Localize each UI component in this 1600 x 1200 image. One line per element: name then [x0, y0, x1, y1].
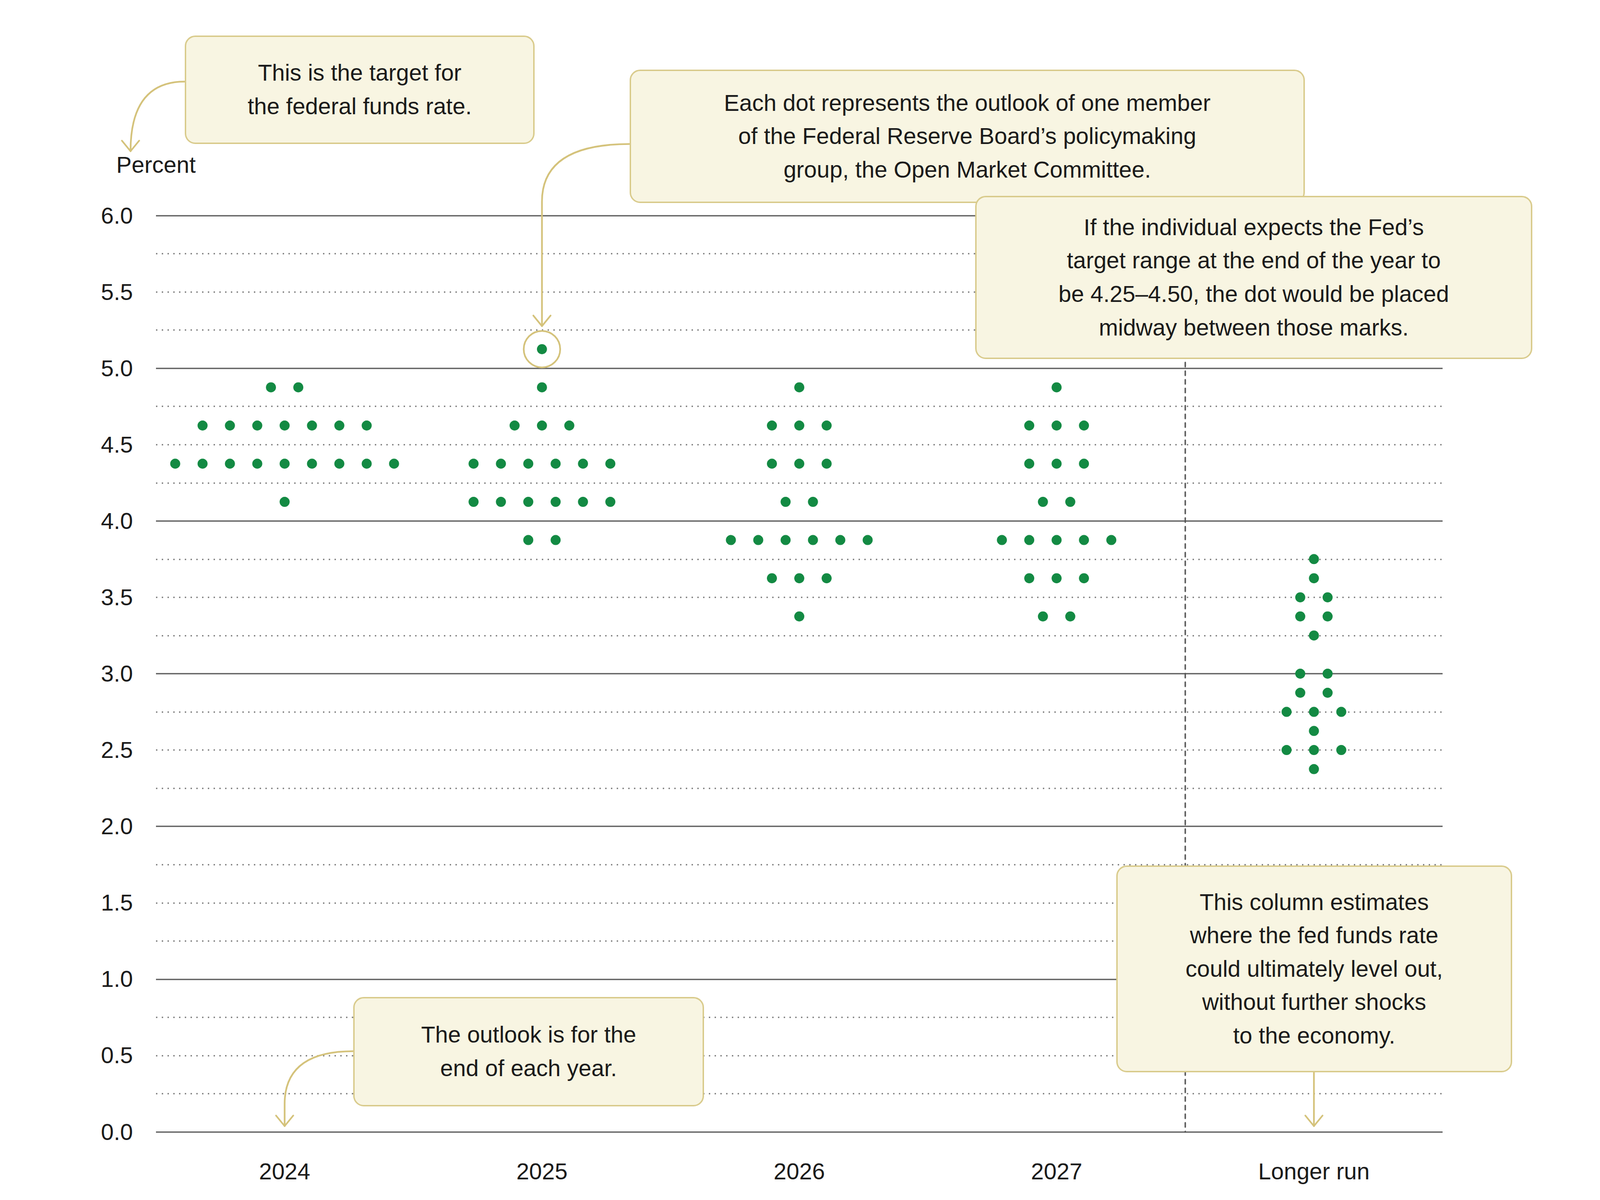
- svg-text:1.0: 1.0: [100, 966, 133, 992]
- html-text:where the fed funds rate: where the fed funds rate: [1189, 922, 1439, 948]
- svg-text:6.0: 6.0: [100, 202, 133, 229]
- html-text:without further shocks: without further shocks: [1202, 989, 1427, 1015]
- html-text:group, the Open Market Committ: group, the Open Market Committee.: [783, 156, 1151, 183]
- svg-text:Percent: Percent: [116, 152, 196, 178]
- svg-text:2025: 2025: [516, 1158, 568, 1184]
- svg-text:3.0: 3.0: [100, 660, 133, 687]
- svg-text:2.0: 2.0: [100, 813, 133, 839]
- svg-text:4.5: 4.5: [100, 431, 133, 458]
- html-text:be 4.25–4.50, the dot would be: be 4.25–4.50, the dot would be placed: [1058, 281, 1450, 307]
- svg-text:4.0: 4.0: [100, 508, 133, 534]
- html-text:end of each year.: end of each year.: [440, 1055, 617, 1081]
- html-text:to the economy.: to the economy.: [1233, 1022, 1396, 1049]
- html-text:midway between those marks.: midway between those marks.: [1098, 314, 1409, 341]
- svg-text:2.5: 2.5: [100, 737, 133, 763]
- html-text:The outlook is for the: The outlook is for the: [421, 1021, 637, 1048]
- svg-text:5.5: 5.5: [100, 279, 133, 305]
- svg-text:3.5: 3.5: [100, 584, 133, 610]
- svg-text:0.0: 0.0: [100, 1119, 133, 1145]
- svg-text:1.5: 1.5: [100, 889, 133, 916]
- svg-text:0.5: 0.5: [100, 1042, 133, 1068]
- html-text:the federal funds rate.: the federal funds rate.: [247, 93, 472, 120]
- html-text:Each dot represents the outloo: Each dot represents the outlook of one m…: [723, 90, 1211, 116]
- html-text:This column estimates: This column estimates: [1199, 889, 1429, 915]
- svg-text:2027: 2027: [1030, 1158, 1083, 1184]
- html-text:target range at the end of the: target range at the end of the year to: [1066, 247, 1441, 274]
- svg-text:Longer run: Longer run: [1258, 1158, 1370, 1184]
- html-text:could ultimately level out,: could ultimately level out,: [1185, 955, 1443, 982]
- svg-text:5.0: 5.0: [100, 355, 133, 382]
- html-text:This is the target for: This is the target for: [257, 60, 462, 86]
- html-text:If the individual expects the: If the individual expects the Fed’s: [1083, 214, 1424, 240]
- html-text:of the Federal Reserve Board’s: of the Federal Reserve Board’s policymak…: [738, 123, 1197, 149]
- svg-text:2024: 2024: [259, 1158, 311, 1184]
- svg-text:2026: 2026: [773, 1158, 825, 1184]
